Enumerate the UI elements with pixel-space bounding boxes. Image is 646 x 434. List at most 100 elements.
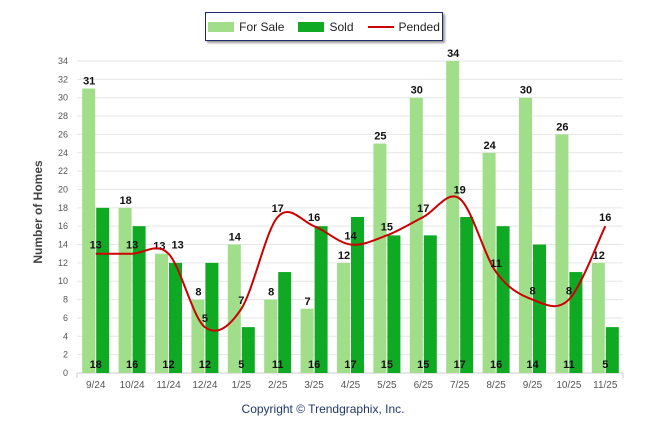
legend-label: For Sale — [239, 19, 285, 34]
x-tick-label: 7/25 — [450, 380, 470, 391]
sold-label: 11 — [563, 359, 575, 371]
x-tick-label: 9/24 — [86, 380, 106, 391]
legend-swatch — [208, 21, 235, 32]
sold-label: 18 — [90, 359, 102, 371]
x-tick-label: 2/25 — [268, 380, 288, 391]
bar-for-sale — [82, 88, 96, 373]
pended-label: 14 — [344, 231, 357, 243]
y-tick-label: 26 — [58, 129, 68, 139]
bar-for-sale — [118, 207, 132, 373]
for-sale-label: 8 — [268, 287, 274, 299]
pended-label: 5 — [202, 313, 208, 325]
y-tick-label: 34 — [58, 56, 68, 66]
y-tick-label: 24 — [58, 148, 68, 158]
bar-for-sale — [337, 262, 350, 373]
for-sale-label: 30 — [411, 85, 423, 97]
pended-label: 13 — [126, 240, 138, 252]
for-sale-label: 14 — [229, 232, 242, 244]
pended-line — [95, 195, 607, 332]
y-tick-label: 4 — [63, 331, 68, 341]
bar-sold — [241, 327, 255, 373]
bar-sold — [278, 272, 292, 373]
bar-sold — [351, 217, 364, 373]
pended-label: 7 — [238, 295, 244, 307]
for-sale-label: 7 — [305, 296, 311, 308]
legend-item-sold[interactable]: Sold — [298, 19, 354, 34]
bar-for-sale — [191, 299, 205, 373]
for-sale-label: 12 — [593, 250, 605, 262]
sold-label: 5 — [602, 359, 608, 371]
pended-label: 11 — [490, 258, 502, 270]
bar-for-sale — [482, 152, 496, 373]
x-tick-label: 5/25 — [377, 380, 397, 391]
y-tick-label: 8 — [63, 295, 68, 305]
pended-label: 13 — [90, 240, 102, 252]
bar-sold — [314, 226, 328, 373]
y-tick-label: 14 — [58, 240, 68, 250]
for-sale-label: 18 — [119, 195, 131, 207]
legend-item-for-sale[interactable]: For Sale — [208, 20, 284, 34]
y-tick-label: 28 — [58, 111, 68, 121]
for-sale-label: 24 — [483, 140, 496, 152]
sold-label: 16 — [308, 359, 320, 371]
pended-label: 17 — [272, 203, 284, 215]
pended-label: 16 — [308, 212, 320, 224]
bar-sold — [533, 244, 546, 373]
bar-for-sale — [555, 134, 569, 373]
for-sale-label: 8 — [195, 287, 201, 299]
sold-label: 12 — [199, 359, 211, 371]
bar-for-sale — [446, 61, 460, 373]
bar-sold — [387, 235, 401, 373]
sold-label: 15 — [381, 359, 393, 371]
x-tick-label: 3/25 — [304, 380, 324, 391]
bar-for-sale — [373, 143, 387, 373]
sold-label: 15 — [417, 359, 429, 371]
pended-label: 8 — [566, 286, 572, 298]
legend-item-pended[interactable]: Pended — [367, 20, 440, 34]
y-axis-title: Number of Homes — [31, 160, 45, 264]
x-tick-label: 11/25 — [593, 380, 618, 391]
sold-label: 5 — [238, 359, 244, 371]
sold-label: 16 — [126, 359, 138, 371]
y-tick-label: 22 — [58, 166, 68, 176]
bar-for-sale — [591, 262, 605, 373]
sold-label: 17 — [454, 359, 466, 371]
y-tick-label: 10 — [58, 276, 68, 286]
bar-for-sale — [264, 299, 278, 373]
bar-for-sale — [227, 244, 241, 373]
sold-label: 16 — [490, 359, 502, 371]
bar-for-sale — [519, 97, 532, 374]
x-tick-label: 12/24 — [192, 380, 217, 391]
x-tick-label: 10/24 — [120, 380, 145, 391]
for-sale-label: 30 — [520, 85, 532, 97]
y-tick-label: 6 — [63, 313, 68, 323]
pended-label: 16 — [599, 212, 611, 224]
x-tick-label: 10/25 — [556, 380, 581, 391]
x-tick-label: 11/24 — [156, 380, 181, 391]
legend-swatch — [367, 25, 394, 28]
x-tick-label: 9/25 — [523, 380, 543, 391]
sold-label: 14 — [526, 359, 539, 371]
x-tick-label: 6/25 — [414, 380, 434, 391]
bar-sold — [496, 226, 510, 373]
y-tick-label: 18 — [58, 203, 68, 213]
pended-label: 19 — [454, 185, 466, 197]
y-tick-label: 12 — [58, 258, 68, 268]
copyright: Copyright © Trendgraphix, Inc. — [241, 402, 405, 416]
for-sale-label: 26 — [556, 121, 568, 133]
for-sale-label: 12 — [338, 250, 350, 262]
x-tick-label: 1/25 — [232, 380, 252, 391]
y-tick-label: 32 — [58, 74, 68, 84]
y-tick-label: 2 — [63, 350, 68, 360]
for-sale-label: 25 — [374, 131, 386, 143]
y-tick-label: 16 — [58, 221, 68, 231]
for-sale-label: 31 — [83, 76, 95, 88]
legend-label: Sold — [329, 19, 354, 34]
bar-sold — [132, 226, 146, 373]
sold-label: 12 — [162, 359, 174, 371]
bar-sold — [169, 262, 182, 373]
bar-sold — [605, 327, 619, 373]
bar-for-sale — [300, 308, 314, 373]
